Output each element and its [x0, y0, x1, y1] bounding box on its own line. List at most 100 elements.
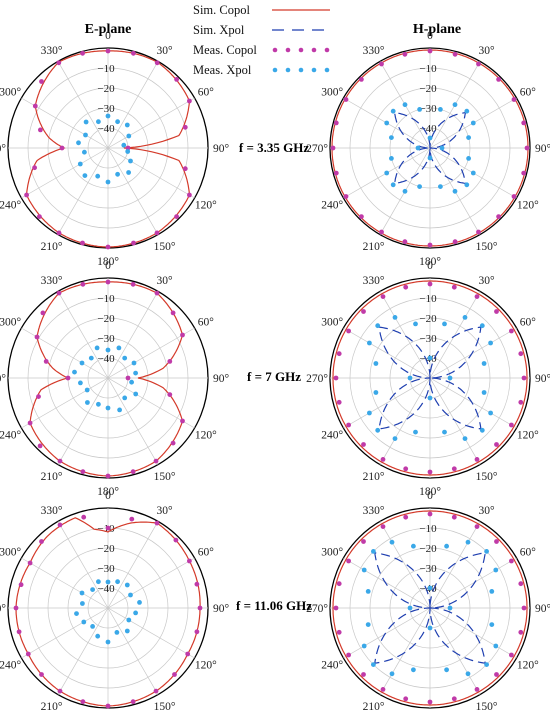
- point-meas-xpol: [427, 585, 433, 591]
- angle-tick-label: 30°: [478, 45, 495, 57]
- point-meas-xpol: [83, 119, 89, 125]
- angle-tick-label: 120°: [195, 660, 217, 672]
- point-meas-copol: [427, 281, 433, 287]
- angle-tick-label: 270°: [0, 373, 6, 385]
- point-meas-xpol: [464, 182, 470, 188]
- point-meas-copol: [39, 672, 44, 677]
- point-meas-copol: [346, 652, 351, 658]
- point-meas-copol: [474, 524, 480, 529]
- point-meas-xpol: [83, 132, 88, 138]
- point-meas-copol: [380, 687, 386, 692]
- point-meas-copol: [359, 77, 364, 82]
- point-meas-xpol: [72, 369, 77, 375]
- point-meas-copol: [56, 290, 62, 296]
- grid-spoke: [21, 327, 109, 379]
- point-meas-copol: [18, 582, 24, 588]
- angle-tick-label: 60°: [198, 547, 215, 559]
- point-meas-copol: [80, 240, 85, 246]
- point-meas-xpol: [116, 345, 122, 351]
- point-meas-xpol: [96, 401, 101, 407]
- point-meas-copol: [180, 332, 185, 338]
- grid-spoke: [57, 377, 109, 465]
- point-meas-xpol: [133, 610, 139, 616]
- grid-spoke: [107, 607, 195, 659]
- point-meas-copol: [518, 629, 524, 635]
- point-meas-copol: [81, 514, 87, 520]
- legend: Sim. Copol Sim. Xpol Meas. Copol Meas. X…: [193, 3, 330, 77]
- legend-label-sim-copol: Sim. Copol: [193, 3, 250, 17]
- point-meas-xpol: [488, 410, 493, 416]
- point-meas-xpol: [444, 667, 449, 673]
- point-meas-copol: [56, 60, 62, 66]
- angle-tick-label: 240°: [321, 200, 343, 212]
- grid-spoke: [21, 147, 109, 199]
- grid-spoke: [107, 557, 195, 609]
- point-meas-copol: [336, 581, 342, 587]
- grid-spoke: [379, 377, 431, 465]
- point-meas-copol: [130, 699, 136, 705]
- point-meas-copol: [494, 442, 499, 447]
- point-meas-xpol: [124, 122, 130, 128]
- grid-spoke: [57, 61, 109, 149]
- point-meas-xpol: [452, 188, 458, 194]
- polar-chart-e-plane-2: 0 330° 300° 270° 240° 210° 180° 150° 120° 90° 60° 3…: [0, 260, 229, 498]
- point-meas-xpol: [105, 405, 111, 411]
- point-meas-xpol: [438, 107, 443, 112]
- point-meas-copol: [172, 672, 177, 677]
- point-meas-copol: [511, 97, 517, 102]
- angle-tick-label: 240°: [321, 660, 343, 672]
- angle-tick-label: 30°: [156, 45, 173, 57]
- point-meas-xpol: [444, 543, 449, 549]
- point-meas-xpol: [407, 605, 413, 611]
- point-meas-xpol: [466, 135, 471, 141]
- angle-tick-label: 150°: [154, 241, 176, 253]
- grid-spoke: [379, 291, 431, 379]
- angle-tick-label: 270°: [306, 143, 328, 155]
- point-meas-xpol: [407, 375, 413, 381]
- point-meas-xpol: [74, 611, 79, 616]
- point-meas-copol: [16, 629, 22, 635]
- grid-spoke: [429, 291, 481, 379]
- point-meas-xpol: [462, 436, 468, 441]
- point-meas-xpol: [88, 355, 94, 361]
- angle-tick-label: 240°: [321, 430, 343, 442]
- point-meas-xpol: [438, 184, 443, 190]
- angle-tick-label: 270°: [0, 143, 6, 155]
- point-meas-copol: [494, 309, 499, 314]
- point-meas-xpol: [489, 589, 495, 594]
- point-meas-copol: [346, 422, 351, 428]
- point-meas-copol: [167, 392, 173, 397]
- point-meas-copol: [154, 290, 160, 296]
- point-meas-xpol: [80, 601, 85, 606]
- point-meas-copol: [37, 443, 43, 449]
- point-meas-copol: [105, 473, 111, 479]
- point-meas-copol: [476, 229, 481, 235]
- angle-tick-label: 0: [427, 260, 433, 272]
- point-meas-xpol: [133, 391, 139, 397]
- point-meas-copol: [521, 170, 527, 176]
- point-meas-xpol: [78, 380, 83, 386]
- grid-spoke: [107, 377, 195, 429]
- point-meas-xpol: [128, 158, 133, 164]
- point-meas-xpol: [488, 340, 493, 346]
- point-meas-xpol: [493, 567, 499, 573]
- point-meas-copol: [187, 192, 192, 198]
- point-meas-xpol: [95, 173, 101, 179]
- radial-tick-label: −20: [97, 313, 115, 325]
- point-meas-xpol: [131, 360, 137, 366]
- point-meas-xpol: [85, 400, 90, 405]
- point-meas-copol: [359, 214, 364, 220]
- angle-tick-label: 300°: [0, 317, 21, 329]
- grid-spoke: [57, 521, 109, 609]
- point-meas-copol: [24, 192, 29, 198]
- point-meas-copol: [521, 120, 527, 126]
- point-meas-copol: [154, 60, 160, 66]
- point-meas-xpol: [484, 549, 489, 554]
- point-meas-xpol: [481, 361, 487, 366]
- point-meas-copol: [346, 328, 351, 334]
- radial-tick-label: −40: [97, 583, 115, 595]
- angle-tick-label: 90°: [535, 143, 550, 155]
- point-meas-copol: [452, 239, 458, 245]
- grid-spoke: [107, 291, 159, 379]
- grid-spoke: [21, 377, 109, 429]
